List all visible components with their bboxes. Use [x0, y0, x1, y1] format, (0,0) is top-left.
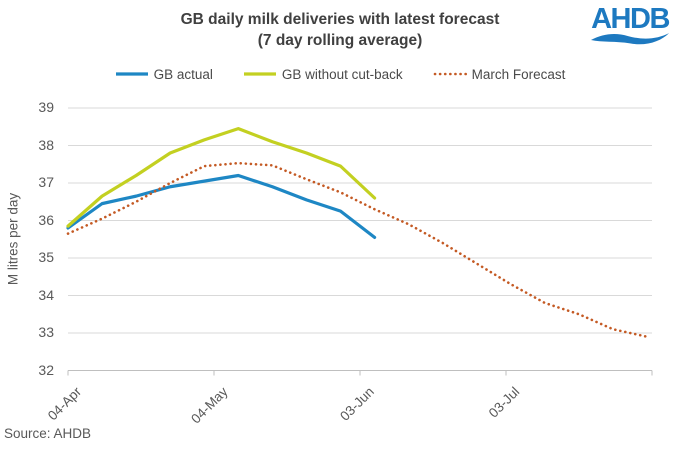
chart-title-line1: GB daily milk deliveries with latest for…	[180, 11, 500, 28]
y-tick-label-32: 32	[38, 361, 54, 378]
legend-swatch-march-forecast-icon	[433, 72, 467, 76]
series-gb-actual	[66, 173, 377, 239]
legend-item-gb-without-cutback: GB without cut-back	[243, 67, 403, 82]
legend-swatch-gb-actual-icon	[115, 72, 148, 76]
y-tick-label-34: 34	[38, 286, 54, 303]
y-tick-label-39: 39	[38, 99, 54, 115]
source-note: Source: AHDB	[4, 426, 92, 441]
y-tick-label-38: 38	[38, 136, 54, 153]
legend-label: March Forecast	[471, 66, 566, 82]
chart-title: GB daily milk deliveries with latest for…	[0, 9, 680, 51]
ahdb-logo-text: AHDB	[591, 3, 670, 35]
y-tick-label-33: 33	[38, 324, 54, 340]
legend-label: GB without cut-back	[281, 66, 403, 82]
legend-item-gb-actual: GB actual	[115, 67, 213, 82]
series-march-forecast	[66, 161, 649, 339]
ahdb-logo: AHDB	[587, 4, 673, 47]
ahdb-logo-wave-icon	[590, 33, 670, 45]
y-tick-label-35: 35	[38, 249, 54, 265]
y-tick-label-36: 36	[38, 211, 54, 228]
y-tick-label-37: 37	[38, 174, 54, 190]
legend-swatch-gb-without-cutback-icon	[243, 72, 276, 76]
series-gb-without-cut-back	[66, 127, 377, 228]
legend-label: GB actual	[153, 66, 213, 82]
chart-title-line2: (7 day rolling average)	[257, 32, 423, 49]
y-axis-title: M litres per day	[5, 192, 21, 286]
legend: GB actual GB without cut-back March Fore…	[0, 64, 680, 84]
legend-item-march-forecast: March Forecast	[433, 66, 566, 82]
